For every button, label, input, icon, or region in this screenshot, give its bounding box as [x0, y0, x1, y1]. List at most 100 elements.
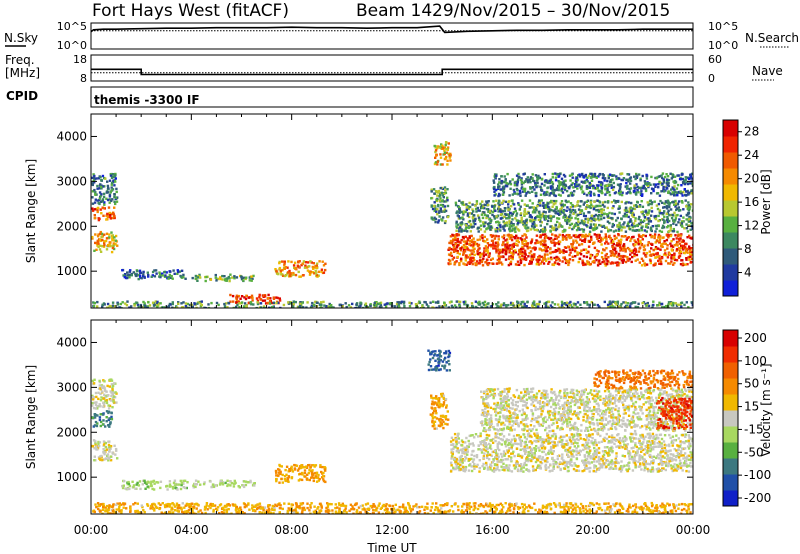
scatter-cell [108, 236, 111, 239]
scatter-cell [611, 188, 615, 191]
scatter-cell [140, 277, 143, 280]
scatter-cell [223, 302, 226, 306]
scatter-cell [625, 181, 628, 185]
scatter-cell [481, 264, 485, 267]
scatter-cell [603, 249, 606, 252]
scatter-cell [479, 202, 482, 206]
scatter-cell [691, 184, 693, 187]
scatter-cell [465, 208, 468, 212]
scatter-cell [441, 203, 445, 207]
scatter-cell [505, 243, 509, 246]
scatter-cell [470, 505, 473, 509]
scatter-cell [536, 204, 539, 208]
scatter-cell [210, 485, 213, 489]
scatter-cell [126, 276, 129, 280]
scatter-cell [626, 173, 629, 176]
scatter-cell [474, 204, 477, 207]
scatter-cell [576, 201, 579, 204]
scatter-cell [603, 260, 606, 263]
scatter-cell [97, 456, 101, 459]
scatter-cell [558, 222, 561, 225]
scatter-cell [600, 208, 603, 211]
scatter-cell [103, 201, 106, 204]
scatter-cell [275, 270, 278, 273]
scatter-cell [683, 507, 686, 511]
scatter-cell [549, 251, 552, 254]
scatter-cell [568, 208, 571, 211]
scatter-cell [568, 248, 572, 251]
scatter-cell [645, 177, 649, 180]
scatter-cell [510, 251, 513, 254]
scatter-cell [543, 237, 547, 240]
noise-panel-frame [90, 22, 694, 50]
scatter-cell [281, 260, 284, 263]
scatter-cell [677, 221, 680, 224]
scatter-cell [633, 204, 636, 207]
scatter-cell [103, 244, 106, 247]
scatter-cell [684, 199, 687, 202]
scatter-cell [668, 203, 671, 206]
scatter-cell [355, 302, 359, 305]
scatter-cell [94, 420, 98, 424]
scatter-cell [521, 234, 524, 238]
scatter-cell [544, 217, 548, 221]
scatter-cell [553, 189, 557, 192]
scatter-cell [438, 215, 441, 218]
scatter-cell [552, 191, 556, 195]
scatter-cell [135, 483, 138, 486]
scatter-cell [448, 301, 452, 304]
scatter-cell [518, 208, 522, 211]
scatter-cell [689, 182, 692, 185]
scatter-cell [618, 225, 622, 228]
scatter-cell [632, 222, 636, 225]
scatter-cell [369, 303, 372, 306]
scatter-cell [501, 216, 504, 220]
scatter-cell [99, 194, 103, 197]
scatter-cell [569, 192, 573, 195]
scatter-cell [593, 186, 596, 190]
scatter-cell [444, 189, 447, 192]
scatter-cell [451, 258, 454, 261]
scatter-cell [111, 452, 115, 455]
scatter-cell [580, 221, 584, 224]
scatter-cell [99, 399, 103, 402]
scatter-cell [629, 176, 633, 179]
scatter-cell [499, 248, 502, 252]
scatter-cell [563, 230, 566, 233]
scatter-cell [104, 506, 107, 509]
scatter-cell [690, 237, 693, 240]
scatter-cell [573, 190, 576, 193]
scatter-cell [607, 242, 610, 245]
scatter-cell [505, 224, 509, 227]
scatter-cell [194, 479, 198, 482]
scatter-cell [564, 219, 567, 222]
scatter-cell [543, 173, 546, 176]
scatter-cell [525, 221, 529, 224]
scatter-cell [630, 220, 633, 223]
scatter-cell [103, 380, 106, 383]
scatter-cell [590, 203, 593, 206]
scatter-cell [629, 179, 633, 182]
scatter-cell [500, 303, 503, 306]
scatter-cell [256, 302, 260, 306]
scatter-cell [530, 216, 533, 219]
scatter-cell [174, 486, 177, 489]
scatter-cell [666, 182, 669, 185]
scatter-cell [171, 277, 174, 280]
scatter-cell [125, 304, 129, 307]
scatter-cell [483, 247, 486, 250]
scatter-cell [113, 193, 116, 196]
scatter-cell [455, 234, 459, 237]
scatter-cell [441, 194, 445, 197]
scatter-cell [225, 503, 229, 506]
scatter-cell [516, 303, 519, 306]
scatter-cell [452, 239, 455, 242]
scatter-cell [581, 190, 585, 193]
scatter-cell [651, 225, 654, 228]
scatter-cell [613, 212, 616, 216]
scatter-cell [472, 242, 475, 245]
scatter-cell [595, 510, 598, 513]
scatter-cell [625, 214, 628, 218]
scatter-cell [312, 476, 315, 480]
scatter-cell [113, 305, 116, 308]
